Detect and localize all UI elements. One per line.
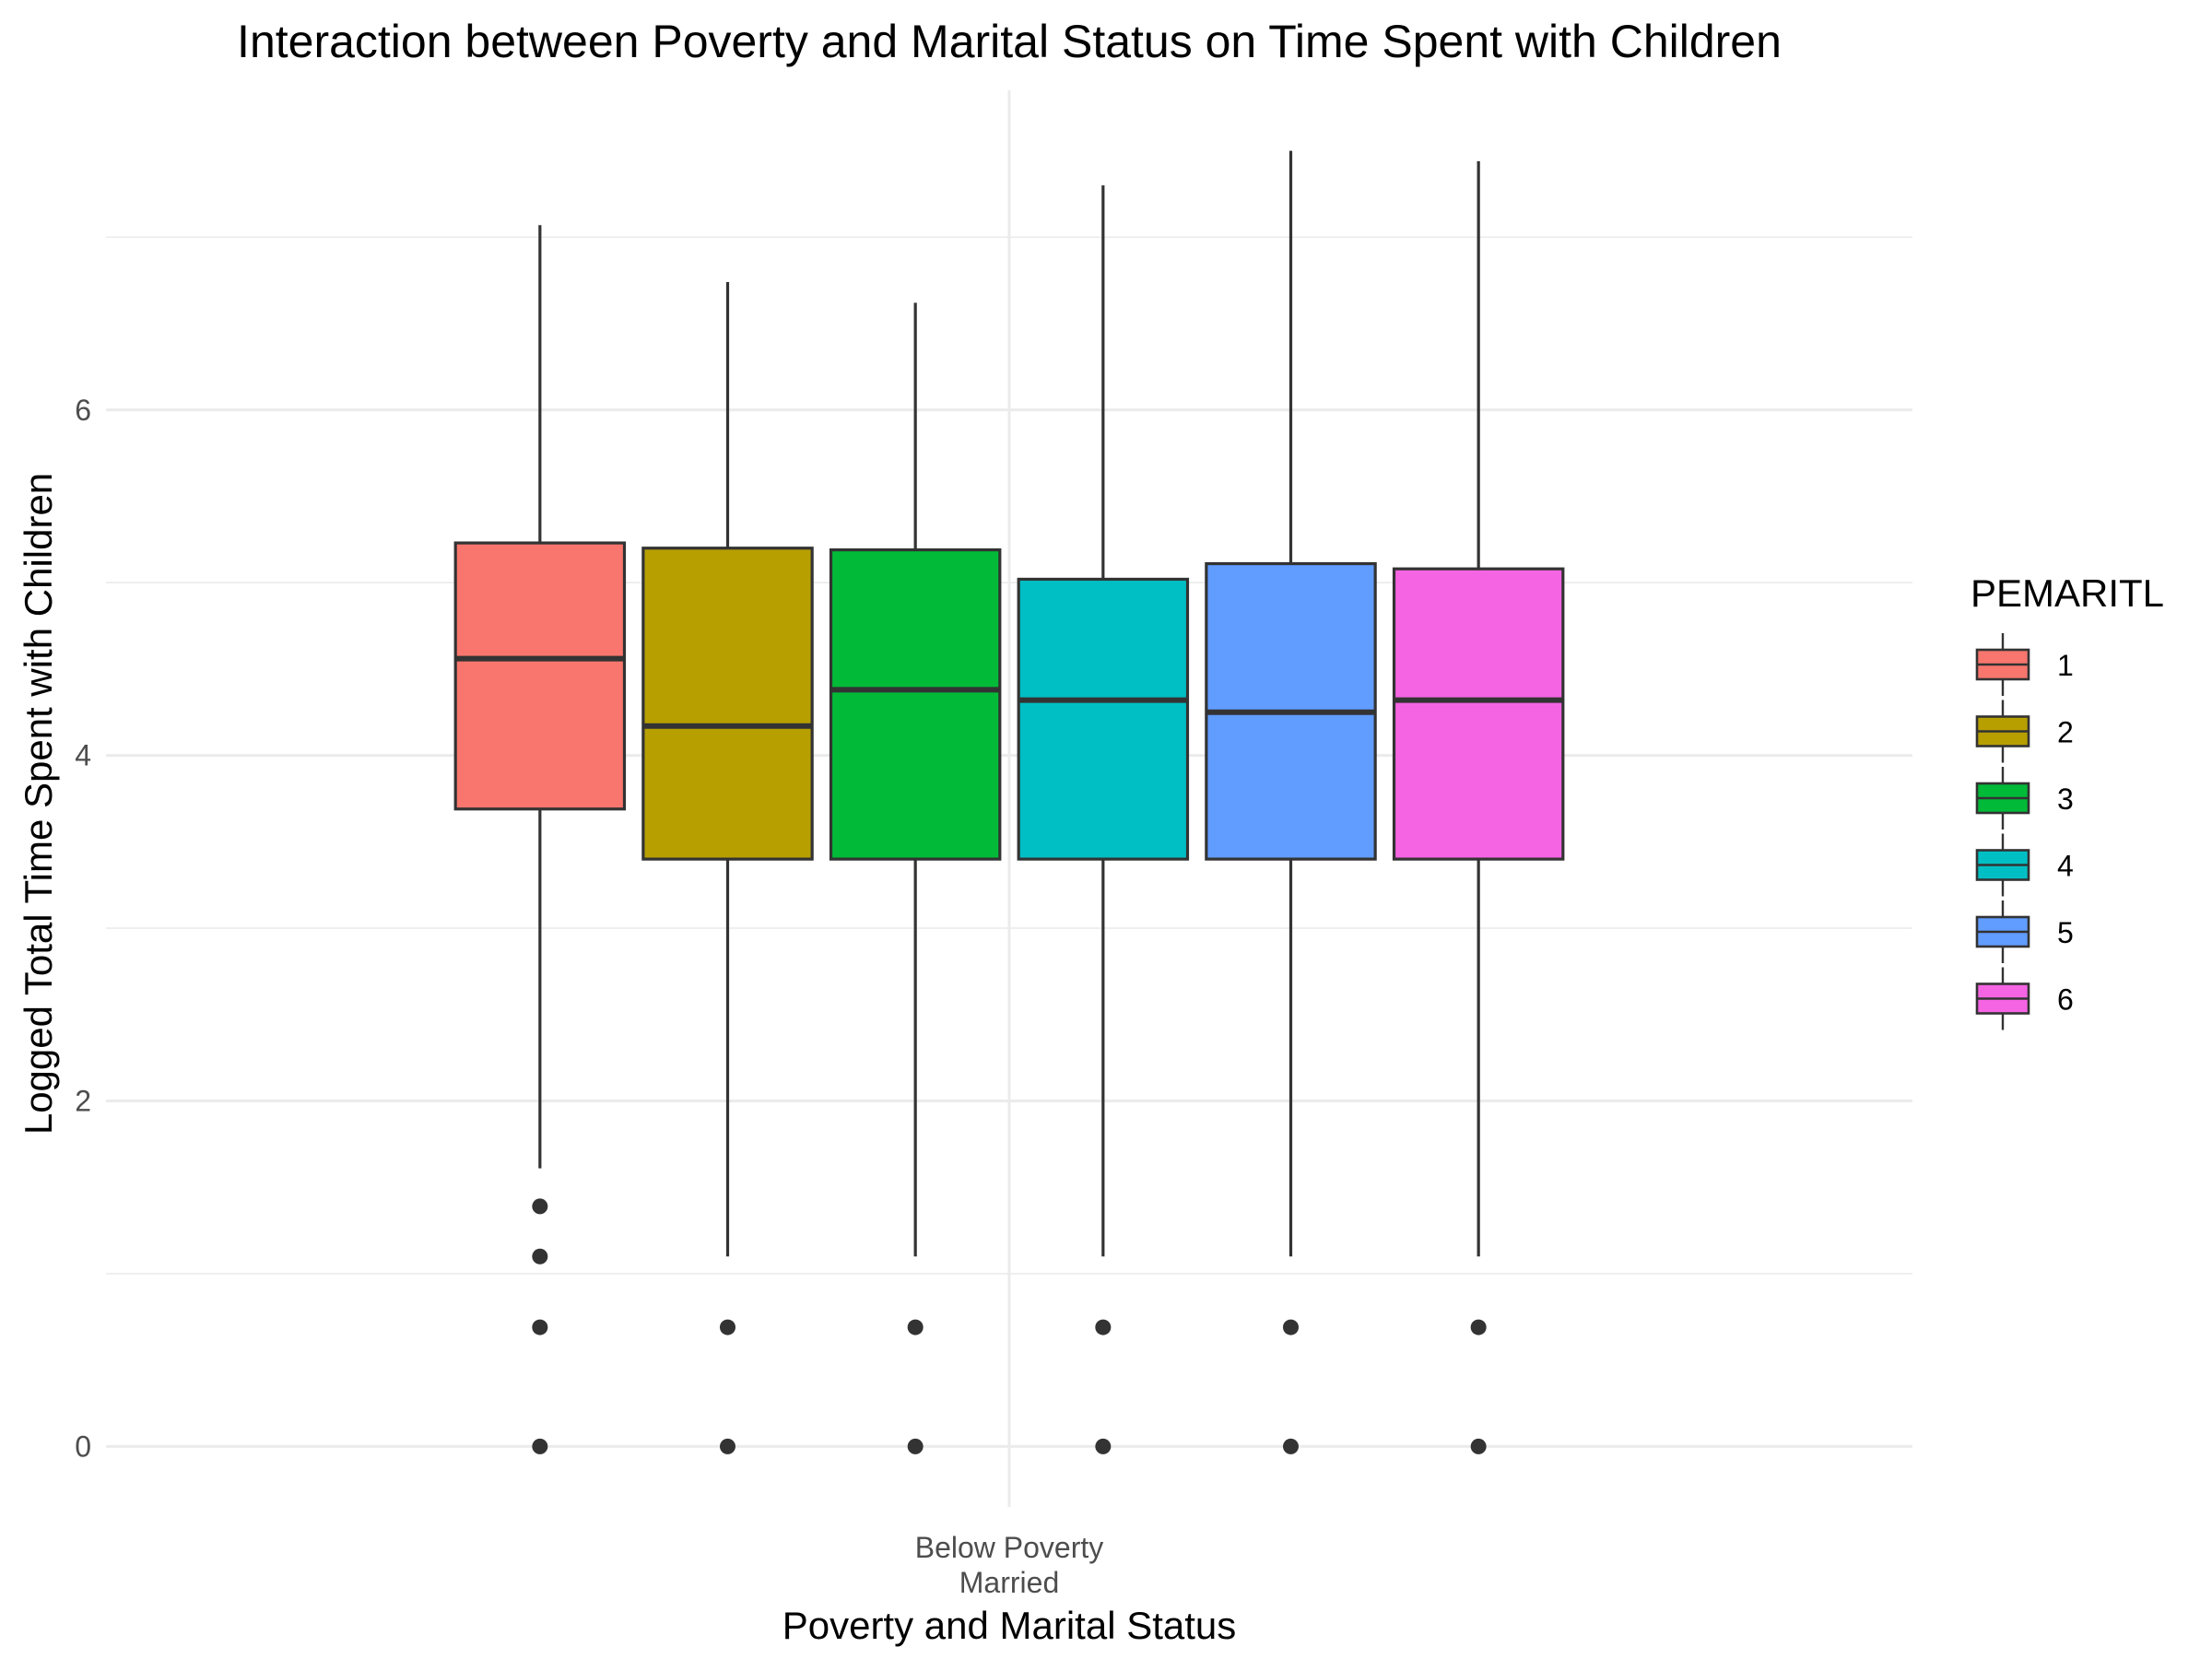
x-tick-label: Below Poverty Married xyxy=(915,1531,1104,1599)
outlier-point xyxy=(1283,1438,1299,1454)
boxplot-6 xyxy=(1392,160,1565,1454)
y-tick-label: 0 xyxy=(75,1430,91,1463)
outlier-point xyxy=(1470,1319,1487,1335)
boxplot-1 xyxy=(453,225,627,1454)
y-axis-title: Logged Total Time Spent with Children xyxy=(17,473,60,1135)
legend-item-1: 1 xyxy=(1975,633,2074,696)
outlier-point xyxy=(720,1438,735,1454)
legend-item-4: 4 xyxy=(1975,833,2074,897)
legend: PEMARITL 1 2 3 4 5 6 xyxy=(1971,571,2164,1030)
legend-label: 4 xyxy=(2057,850,2074,883)
x-axis-title: Poverty and Marital Status xyxy=(782,1604,1237,1647)
legend-item-2: 2 xyxy=(1975,700,2074,763)
grid xyxy=(106,90,1912,1507)
outlier-point xyxy=(532,1248,548,1265)
outlier-point xyxy=(907,1319,924,1335)
outlier-point xyxy=(1095,1319,1112,1335)
y-tick-label: 6 xyxy=(75,394,91,427)
legend-label: 6 xyxy=(2057,983,2074,1017)
legend-item-3: 3 xyxy=(1975,767,2074,830)
outlier-point xyxy=(720,1319,735,1335)
box xyxy=(1392,567,1565,861)
box xyxy=(829,547,1002,861)
box xyxy=(641,547,814,861)
boxplot-4 xyxy=(1017,185,1190,1454)
outlier-point xyxy=(1095,1438,1112,1454)
boxplot-3 xyxy=(829,302,1002,1454)
outlier-point xyxy=(532,1198,548,1215)
legend-label: 2 xyxy=(2057,716,2074,749)
legend-item-6: 6 xyxy=(1975,967,2074,1030)
box xyxy=(453,541,627,811)
outlier-point xyxy=(907,1438,924,1454)
boxplot-5 xyxy=(1205,150,1377,1454)
legend-label: 5 xyxy=(2057,916,2074,949)
legend-label: 1 xyxy=(2057,649,2074,682)
legend-label: 3 xyxy=(2057,782,2074,816)
boxplots xyxy=(453,150,1565,1454)
box xyxy=(1017,577,1190,861)
boxplot-2 xyxy=(641,282,814,1454)
legend-title: PEMARITL xyxy=(1971,571,2164,615)
chart-title: Interaction between Poverty and Marital … xyxy=(237,16,1782,67)
outlier-point xyxy=(532,1319,548,1335)
outlier-point xyxy=(1283,1319,1299,1335)
y-axis-ticks: 0 2 4 6 xyxy=(75,394,91,1464)
x-axis-ticks: Below Poverty Married xyxy=(915,1531,1104,1599)
outlier-point xyxy=(532,1438,548,1454)
outlier-point xyxy=(1470,1438,1487,1454)
legend-item-5: 5 xyxy=(1975,900,2074,963)
y-tick-label: 4 xyxy=(75,739,91,772)
y-tick-label: 2 xyxy=(75,1085,91,1118)
